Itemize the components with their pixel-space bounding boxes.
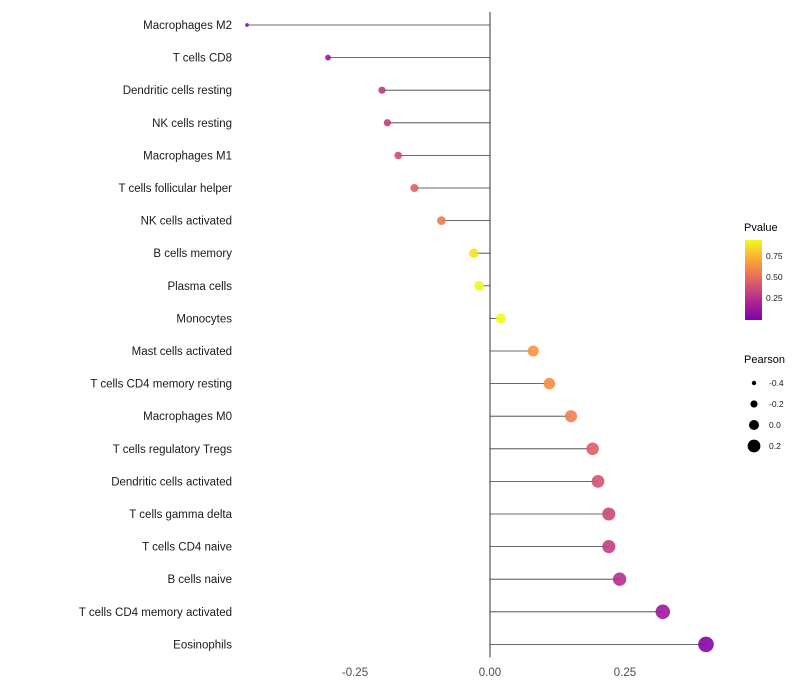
lollipop-dot bbox=[602, 507, 616, 521]
plot-layer: Macrophages M2 T cells CD8 Dendritic cells… bbox=[79, 12, 714, 679]
category-label: T cells regulatory Tregs bbox=[113, 444, 233, 456]
lollipop-dot bbox=[698, 636, 714, 653]
lollipop-dot bbox=[655, 604, 671, 620]
lollipop-dot bbox=[383, 119, 392, 127]
legend-layer: Pvalue Pearson 0.75 0.50 0.25 -0.4 -0.2 0.0 0.… bbox=[744, 222, 785, 453]
category-label: Macrophages M0 bbox=[143, 411, 232, 423]
category-label: NK cells activated bbox=[141, 216, 232, 228]
pvalue-tick-label: 0.75 bbox=[766, 251, 783, 261]
pearson-size-dot bbox=[749, 420, 759, 430]
category-label: Mast cells activated bbox=[132, 346, 232, 358]
lollipop-dot bbox=[495, 313, 506, 324]
category-label: Dendritic cells activated bbox=[111, 476, 232, 488]
lollipop-dot bbox=[612, 572, 627, 586]
lollipop-dot bbox=[474, 280, 485, 291]
category-label: T cells CD4 memory activated bbox=[79, 607, 232, 619]
category-label: Macrophages M1 bbox=[143, 150, 232, 162]
pvalue-tick-label: 0.50 bbox=[766, 272, 783, 282]
lollipop-dot bbox=[437, 216, 446, 225]
pearson-size-dot bbox=[747, 439, 761, 453]
category-label: T cells follicular helper bbox=[118, 183, 232, 195]
category-label: NK cells resting bbox=[152, 118, 232, 130]
category-label: B cells memory bbox=[153, 248, 232, 260]
pvalue-colorbar bbox=[745, 240, 762, 320]
pearson-tick-label: -0.4 bbox=[769, 378, 784, 388]
category-label: T cells CD4 memory resting bbox=[90, 379, 232, 391]
pearson-legend-title: Pearson bbox=[744, 354, 785, 366]
category-label: T cells CD8 bbox=[173, 53, 232, 65]
pearson-tick-label: 0.0 bbox=[769, 420, 781, 430]
lollipop-dot bbox=[591, 475, 605, 488]
lollipop-dot bbox=[564, 410, 578, 423]
category-label: Monocytes bbox=[176, 313, 232, 325]
x-tick-label: -0.25 bbox=[342, 667, 368, 679]
pearson-tick-label: 0.2 bbox=[769, 441, 781, 451]
lollipop-dot bbox=[527, 345, 539, 357]
category-label: Dendritic cells resting bbox=[123, 85, 232, 97]
pearson-size-dot bbox=[750, 400, 758, 408]
pvalue-tick-label: 0.25 bbox=[766, 293, 783, 303]
lollipop-dot bbox=[586, 442, 599, 456]
pearson-tick-label: -0.2 bbox=[769, 399, 784, 409]
category-label: Macrophages M2 bbox=[143, 20, 232, 32]
pvalue-legend-title: Pvalue bbox=[744, 222, 778, 234]
pearson-size-dot bbox=[751, 380, 757, 386]
category-label: Eosinophils bbox=[173, 639, 232, 651]
lollipop-dot bbox=[469, 248, 479, 258]
lollipop-dot bbox=[378, 86, 386, 94]
lollipop-dot bbox=[410, 183, 419, 193]
lollipop-dot bbox=[245, 23, 249, 27]
category-label: T cells CD4 naive bbox=[142, 542, 232, 554]
lollipop-dot bbox=[543, 377, 556, 390]
x-tick-label: 0.25 bbox=[614, 667, 636, 679]
category-label: Plasma cells bbox=[167, 281, 232, 293]
lollipop-dot bbox=[325, 54, 331, 61]
lollipop-dot bbox=[394, 151, 403, 160]
category-label: T cells gamma delta bbox=[129, 509, 232, 521]
lollipop-dot bbox=[602, 540, 616, 554]
x-tick-label: 0.00 bbox=[479, 667, 501, 679]
category-label: B cells naive bbox=[167, 574, 232, 586]
